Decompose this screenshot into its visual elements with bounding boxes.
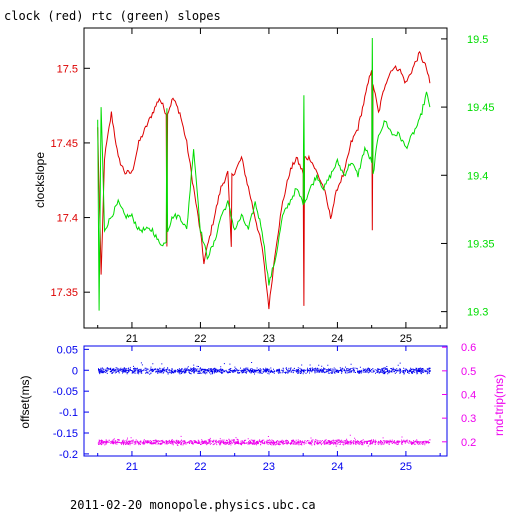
rndtrip-y-tick-label: 0.4 <box>461 389 476 401</box>
slope-y2-tick-label: 19.4 <box>467 170 488 182</box>
offset-plot-frame <box>83 345 448 457</box>
offset-y-axis-label: offset(ms) <box>18 375 32 428</box>
slope-y-tick-label: 17.35 <box>50 287 78 299</box>
offset-y-tick-label: 0 <box>72 365 78 377</box>
offset-panel: offset(ms) rnd-trip(ms) 21 22 23 24 25 0.05 0 -… <box>18 342 506 473</box>
slope-x-tick-label: 25 <box>400 333 412 345</box>
offset-x-tick-label: 23 <box>263 461 275 473</box>
slope-x-tick-label: 24 <box>331 333 343 345</box>
offset-y-tick-label: -0.1 <box>59 407 78 419</box>
slope-y-tick-label: 17.5 <box>57 63 78 75</box>
offset-points <box>98 362 431 375</box>
offset-y-tick-label: -0.15 <box>53 428 78 440</box>
slope-panel: clockslope 21 22 23 24 25 17.35 17.4 17.45 17.5 1… <box>33 27 495 345</box>
slope-x-tick-label: 22 <box>194 333 206 345</box>
offset-y-tick-label: -0.05 <box>53 386 78 398</box>
rndtrip-y-tick-label: 0.6 <box>461 342 476 354</box>
offset-x-tick-label: 24 <box>331 461 343 473</box>
chart-title: clock (red) rtc (green) slopes <box>4 9 221 23</box>
clock-slope-line <box>97 50 431 310</box>
rndtrip-points <box>97 434 431 447</box>
slope-x-tick-label: 23 <box>263 333 275 345</box>
slope-axis-ticks: 21 22 23 24 25 17.35 17.4 17.45 17.5 19.3 19.35 19.… <box>50 28 495 345</box>
rndtrip-y-tick-label: 0.3 <box>461 413 476 425</box>
rndtrip-y-tick-label: 0.2 <box>461 437 476 449</box>
slope-y2-tick-label: 19.35 <box>467 238 495 250</box>
slope-y2-tick-label: 19.3 <box>467 307 488 319</box>
offset-y-tick-label: 0.05 <box>57 344 78 356</box>
slope-y-tick-label: 17.4 <box>57 213 78 225</box>
rndtrip-y-axis-label: rnd-trip(ms) <box>492 374 506 436</box>
rndtrip-y-tick-label: 0.5 <box>461 366 476 378</box>
slope-y-tick-label: 17.45 <box>50 138 78 150</box>
rtc-slope-line <box>97 37 431 311</box>
offset-axis-ticks: 21 22 23 24 25 0.05 0 -0.05 -0.1 -0.15 -0.2 0.2 0.3 0… <box>53 342 476 473</box>
slope-y-axis-label: clockslope <box>33 152 47 208</box>
slope-series <box>97 37 431 311</box>
offset-x-tick-label: 25 <box>400 461 412 473</box>
offset-x-tick-label: 21 <box>126 461 138 473</box>
footer-caption: 2011-02-20 monopole.physics.ubc.ca <box>70 498 316 512</box>
slope-x-tick-label: 21 <box>126 333 138 345</box>
slope-y2-tick-label: 19.5 <box>467 34 488 46</box>
offset-series <box>97 362 431 447</box>
slope-plot-frame <box>83 27 448 329</box>
offset-x-tick-label: 22 <box>194 461 206 473</box>
offset-y-tick-label: -0.2 <box>59 449 78 461</box>
slope-y2-tick-label: 19.45 <box>467 102 495 114</box>
